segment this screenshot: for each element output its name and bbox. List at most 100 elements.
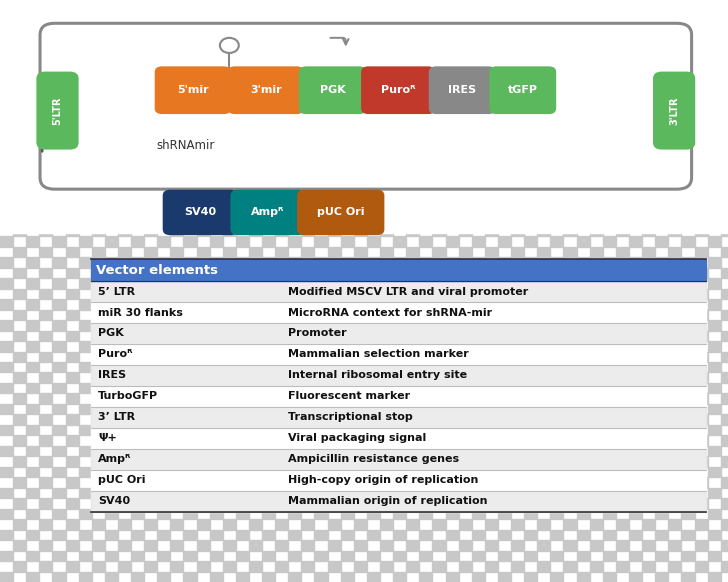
Bar <box>485 498 498 509</box>
Bar <box>695 268 708 278</box>
Bar <box>655 530 668 540</box>
Bar <box>642 372 655 383</box>
Bar <box>668 352 681 362</box>
Bar <box>616 331 629 341</box>
Bar <box>210 530 223 540</box>
Bar <box>249 226 262 236</box>
Bar <box>301 414 314 425</box>
Bar <box>721 205 728 215</box>
Bar <box>695 226 708 236</box>
Bar <box>210 488 223 498</box>
Bar <box>197 477 210 488</box>
Bar <box>446 572 459 582</box>
Bar <box>301 519 314 530</box>
Bar <box>695 121 708 132</box>
Bar <box>118 372 131 383</box>
Bar <box>157 320 170 331</box>
Bar <box>223 37 236 48</box>
Bar <box>26 152 39 163</box>
Bar <box>603 69 616 79</box>
Bar <box>550 467 563 477</box>
Bar <box>131 509 144 519</box>
Bar <box>249 456 262 467</box>
Bar <box>262 90 275 100</box>
Bar <box>603 27 616 37</box>
Text: Vector elements: Vector elements <box>96 264 218 276</box>
Bar <box>275 519 288 530</box>
Bar <box>183 111 197 121</box>
Bar <box>708 425 721 435</box>
Bar <box>92 331 105 341</box>
Bar <box>524 551 537 561</box>
Bar <box>616 372 629 383</box>
Bar <box>472 509 485 519</box>
Bar <box>498 236 511 247</box>
Bar <box>236 194 249 205</box>
Bar <box>616 16 629 27</box>
Bar <box>446 446 459 456</box>
Bar <box>721 79 728 90</box>
Bar <box>79 425 92 435</box>
Bar <box>341 488 354 498</box>
Bar <box>39 142 52 152</box>
Bar <box>642 456 655 467</box>
Bar <box>642 0 655 6</box>
Bar <box>262 530 275 540</box>
Bar <box>603 383 616 393</box>
Bar <box>459 519 472 530</box>
Bar <box>708 341 721 352</box>
Bar <box>92 121 105 132</box>
Bar <box>603 530 616 540</box>
Bar <box>406 519 419 530</box>
Bar <box>13 289 26 299</box>
Bar <box>419 111 432 121</box>
Bar <box>66 289 79 299</box>
Bar <box>393 90 406 100</box>
Bar <box>629 572 642 582</box>
Bar <box>249 331 262 341</box>
Bar <box>524 572 537 582</box>
Bar <box>52 27 66 37</box>
Bar <box>498 404 511 414</box>
Bar <box>197 519 210 530</box>
Bar <box>354 477 367 488</box>
Bar <box>197 142 210 152</box>
Bar <box>144 289 157 299</box>
Bar <box>79 6 92 16</box>
Bar <box>341 299 354 310</box>
Bar <box>655 551 668 561</box>
Bar <box>183 90 197 100</box>
Bar <box>432 519 446 530</box>
Bar <box>91 449 706 470</box>
Bar <box>655 27 668 37</box>
Bar <box>144 540 157 551</box>
Bar <box>695 58 708 69</box>
Bar <box>380 498 393 509</box>
Bar <box>131 425 144 435</box>
Bar <box>695 561 708 572</box>
Bar <box>550 69 563 79</box>
Bar <box>511 435 524 446</box>
Bar <box>406 310 419 320</box>
Bar <box>118 16 131 27</box>
Bar <box>695 289 708 299</box>
Bar <box>393 257 406 268</box>
Bar <box>275 331 288 341</box>
Bar <box>275 163 288 173</box>
Bar <box>432 247 446 257</box>
FancyBboxPatch shape <box>154 66 232 114</box>
Bar <box>537 414 550 425</box>
Bar <box>197 393 210 404</box>
Bar <box>668 310 681 320</box>
Bar <box>537 226 550 236</box>
Bar <box>314 488 328 498</box>
Bar <box>144 519 157 530</box>
Bar <box>446 278 459 289</box>
Bar <box>537 310 550 320</box>
Bar <box>537 0 550 6</box>
Bar <box>223 331 236 341</box>
Bar <box>485 247 498 257</box>
Bar <box>288 69 301 79</box>
Bar <box>695 477 708 488</box>
Bar <box>183 509 197 519</box>
